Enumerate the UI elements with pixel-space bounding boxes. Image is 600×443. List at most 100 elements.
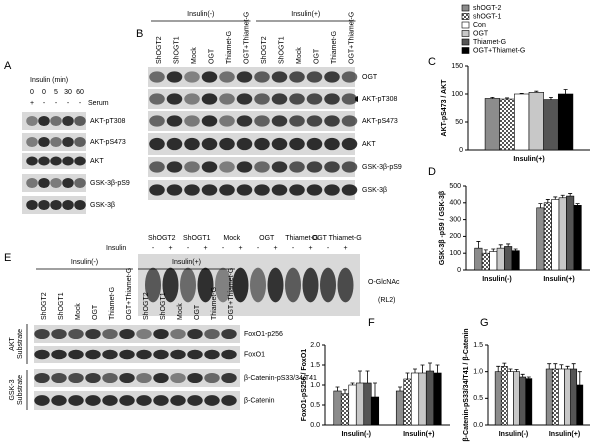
- blot-band: [254, 71, 270, 83]
- blot-band: [50, 199, 62, 211]
- bar: [525, 378, 533, 426]
- blot-band: [149, 93, 165, 105]
- lane-label: OGT+Thiamet-G: [228, 268, 235, 320]
- blot-band: [119, 395, 135, 406]
- error-bar: [506, 243, 511, 247]
- time-label: 60: [76, 89, 84, 96]
- blot-band: [221, 349, 237, 360]
- error-bar: [559, 364, 564, 369]
- blot-band: [38, 177, 50, 189]
- bar: [551, 368, 559, 426]
- blot-band: [166, 161, 183, 173]
- blot-band: [201, 137, 218, 151]
- blot-band: [102, 395, 118, 406]
- panel-label: G: [480, 317, 489, 329]
- bar: [410, 372, 420, 426]
- bar: [511, 250, 520, 271]
- blot-band: [324, 161, 340, 173]
- y-axis-label: FoxO1-pS256 / FoxO1: [301, 349, 308, 421]
- bar: [514, 93, 530, 151]
- blot-band: [306, 115, 323, 127]
- blot-band: [219, 115, 235, 127]
- blot-band: [38, 115, 50, 127]
- blot-band: [221, 328, 237, 340]
- lower-group-label: OGT: [259, 235, 275, 242]
- blot-band: [85, 395, 101, 406]
- blot-band: [184, 161, 200, 173]
- blot-band: [170, 372, 186, 384]
- blot-band: [166, 71, 183, 83]
- blot-band: [136, 372, 152, 384]
- blot-band: [51, 328, 67, 340]
- blot-band: [149, 184, 165, 196]
- lower-group-label: OGT Thiamet-G: [312, 235, 362, 242]
- blot-band: [201, 93, 218, 105]
- blot-band: [306, 93, 323, 105]
- blot-band: [254, 115, 270, 127]
- error-bar: [358, 370, 362, 383]
- legend-label: shOGT-2: [473, 5, 502, 12]
- lower-group-label: Mock: [223, 235, 240, 242]
- y-tick-label: 0.5: [310, 402, 320, 409]
- blot-label: AKT-pT308: [90, 118, 126, 125]
- y-tick-label: 1.0: [473, 369, 483, 376]
- x-tick-label: Insulin(+): [549, 431, 580, 438]
- blot-band: [184, 137, 200, 151]
- blot-band: [74, 136, 86, 148]
- section-label: Substrate: [17, 375, 24, 405]
- blot-band: [166, 115, 183, 127]
- bar: [545, 368, 553, 426]
- blot-band: [187, 395, 203, 406]
- insulin-label: Insulin (min): [30, 77, 68, 84]
- blot-band: [201, 115, 218, 127]
- blot-strip: [34, 325, 240, 343]
- blot-label: FoxO1: [244, 351, 265, 358]
- x-tick-label: Insulin(-): [482, 276, 512, 283]
- time-label: 0: [30, 89, 34, 96]
- blot-band: [341, 184, 358, 196]
- bar: [481, 252, 490, 271]
- bar: [536, 207, 545, 271]
- error-bar: [553, 363, 558, 369]
- error-bar: [490, 96, 495, 99]
- y-tick-label: 0: [457, 267, 461, 274]
- lane-label: ShOGT1: [58, 292, 65, 320]
- blot-band: [170, 395, 186, 406]
- y-tick-label: 100: [449, 250, 461, 257]
- legend-swatch: [461, 38, 470, 46]
- blot-band: [50, 156, 62, 166]
- blot-band: [341, 161, 358, 173]
- lane-label: OGT+Thiamet-G: [348, 12, 355, 64]
- y-tick-label: 300: [449, 216, 461, 223]
- blot-band: [26, 199, 38, 211]
- serum-sign: -: [43, 100, 46, 107]
- error-bar: [505, 97, 510, 100]
- blot-band: [166, 137, 183, 151]
- blot-band: [271, 161, 288, 173]
- blot-band: [62, 156, 74, 166]
- blot-band: [180, 267, 196, 303]
- blot-band: [201, 184, 218, 196]
- bar: [570, 368, 578, 426]
- blot-band: [68, 395, 84, 406]
- blot-band: [324, 71, 340, 83]
- insulin-sign: +: [308, 245, 312, 252]
- insulin-sign: +: [203, 245, 207, 252]
- blot-band: [85, 328, 101, 340]
- blot-band: [62, 136, 74, 148]
- legend-swatch: [461, 4, 470, 12]
- blot-band: [236, 137, 253, 151]
- error-bar: [491, 248, 496, 252]
- bar: [395, 390, 405, 426]
- y-tick-label: 100: [451, 91, 463, 98]
- lane-label: OGT: [92, 304, 99, 320]
- blot-band: [38, 199, 50, 211]
- error-bar: [526, 376, 531, 379]
- bar: [507, 371, 514, 426]
- y-axis-label: AKT-pS473 / AKT: [441, 79, 448, 137]
- bar: [543, 202, 552, 271]
- blot-band: [271, 137, 288, 151]
- panel-label: F: [368, 317, 375, 329]
- bar: [494, 371, 502, 426]
- bar: [551, 199, 560, 271]
